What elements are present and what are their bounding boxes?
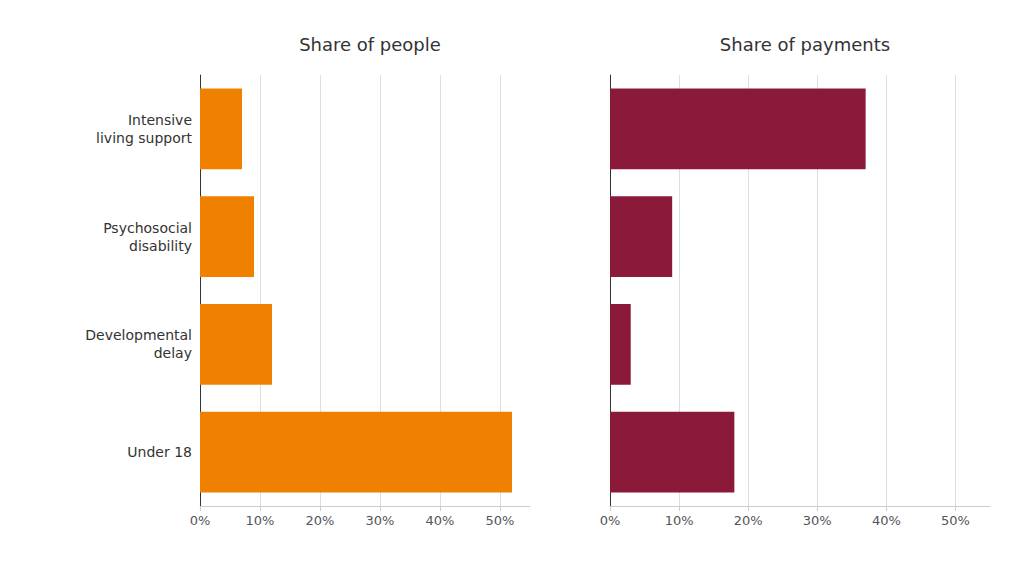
svg-text:Intensive: Intensive [128,112,192,128]
svg-text:Under 18: Under 18 [127,444,192,460]
svg-text:50%: 50% [941,513,970,528]
svg-text:10%: 10% [246,513,275,528]
svg-text:Developmental: Developmental [85,327,192,343]
svg-text:40%: 40% [872,513,901,528]
svg-text:Psychosocial: Psychosocial [103,220,192,236]
svg-text:30%: 30% [803,513,832,528]
svg-text:0%: 0% [600,513,621,528]
svg-text:20%: 20% [306,513,335,528]
svg-text:delay: delay [154,345,192,361]
svg-text:0%: 0% [190,513,211,528]
svg-text:40%: 40% [426,513,455,528]
svg-text:10%: 10% [665,513,694,528]
svg-text:Share of people: Share of people [299,34,441,55]
svg-text:disability: disability [129,238,192,254]
svg-text:living support: living support [96,130,192,146]
svg-text:30%: 30% [366,513,395,528]
svg-text:50%: 50% [486,513,515,528]
svg-text:Share of payments: Share of payments [720,34,890,55]
svg-text:20%: 20% [734,513,763,528]
